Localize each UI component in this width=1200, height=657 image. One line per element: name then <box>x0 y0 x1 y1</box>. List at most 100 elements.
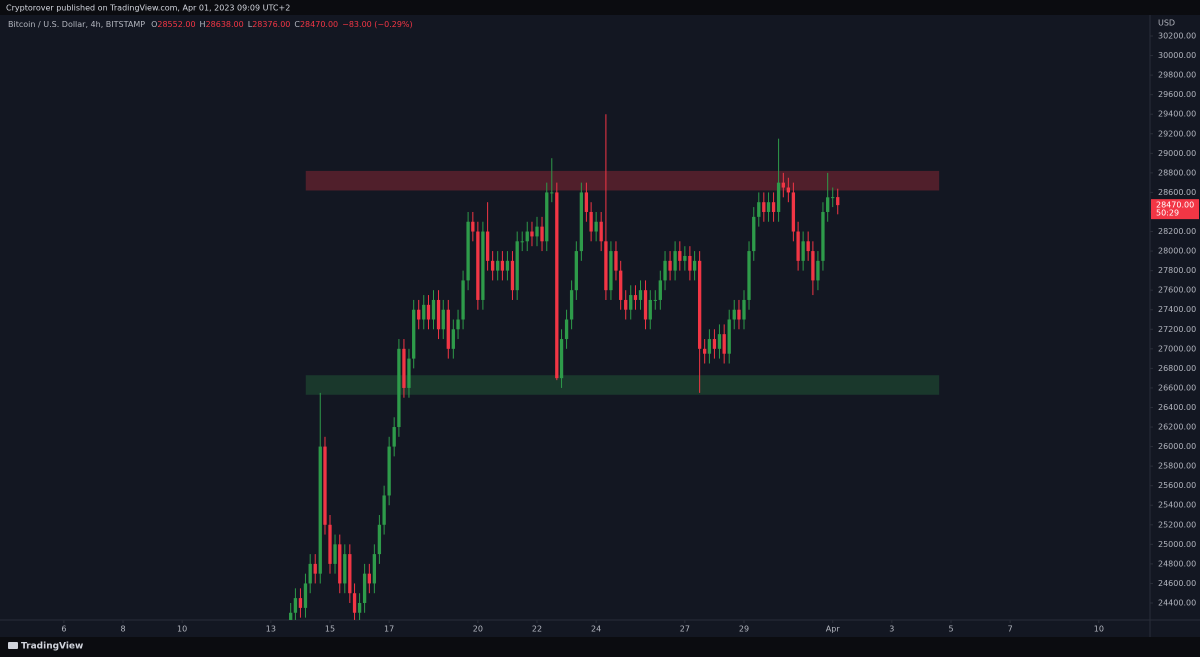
y-unit: USD <box>1158 19 1175 28</box>
y-tick-label: 28000.00 <box>1158 247 1196 256</box>
candle-body <box>836 197 840 206</box>
candle-body <box>579 192 584 252</box>
candle-body <box>426 304 431 320</box>
x-tick-label: 15 <box>325 625 335 634</box>
x-tick-label: 10 <box>177 625 187 634</box>
candle-body <box>441 309 445 330</box>
candle-body <box>629 295 633 310</box>
x-tick-label: 3 <box>889 625 894 634</box>
legend-value: 28470.00 <box>300 20 338 29</box>
y-tick-label: 26000.00 <box>1158 442 1196 451</box>
candle-body <box>525 231 529 242</box>
candle-body <box>308 563 312 584</box>
candle-body <box>737 309 741 320</box>
candle-body <box>446 309 450 349</box>
candle-body <box>668 260 672 271</box>
y-tick-label: 27600.00 <box>1158 286 1196 295</box>
candle-body <box>550 192 554 194</box>
candle-body <box>569 290 574 320</box>
x-tick-label: 24 <box>591 625 601 634</box>
legend-key: O <box>151 20 157 29</box>
candle-body <box>481 231 485 300</box>
candle-body <box>293 598 298 613</box>
x-tick-label: 10 <box>1094 625 1104 634</box>
y-tick-label: 29600.00 <box>1158 90 1196 99</box>
candle-body <box>609 251 613 291</box>
candle-body <box>683 255 687 261</box>
candle-body <box>786 187 791 193</box>
x-tick-label: 17 <box>384 625 394 634</box>
candle-body <box>727 319 731 354</box>
candle-body <box>466 221 470 281</box>
x-tick-label: 6 <box>61 625 66 634</box>
footer-brand: TradingView <box>21 642 83 652</box>
y-tick-label: 30000.00 <box>1158 51 1196 60</box>
candle-body <box>328 524 332 564</box>
candle-body <box>697 260 702 349</box>
candle-body <box>367 573 371 584</box>
time-axis <box>0 620 1150 637</box>
candle-body <box>673 251 677 271</box>
candle-body <box>688 255 692 271</box>
y-tick-label: 28200.00 <box>1158 227 1196 236</box>
y-tick-label: 27000.00 <box>1158 344 1196 353</box>
candle-body <box>564 319 569 340</box>
candle-body <box>633 295 638 300</box>
candle-body <box>574 251 578 291</box>
candle-body <box>747 251 751 300</box>
legend-title: Bitcoin / U.S. Dollar, 4h, BITSTAMP <box>8 20 145 29</box>
candle-body <box>703 348 707 354</box>
candle-body <box>781 182 785 188</box>
y-tick-label: 25000.00 <box>1158 540 1196 549</box>
candle-body <box>530 231 534 237</box>
candle-body <box>776 182 781 212</box>
candle-body <box>485 231 490 261</box>
candle-body <box>752 216 756 252</box>
candle-body <box>476 231 480 300</box>
y-tick-label: 29200.00 <box>1158 129 1196 138</box>
candle-body <box>762 202 766 212</box>
candle-body <box>707 339 712 354</box>
x-tick-label: 22 <box>532 625 542 634</box>
candle-body <box>387 446 391 496</box>
price-axis <box>1150 15 1200 637</box>
zone <box>305 170 940 191</box>
candle-body <box>742 299 746 320</box>
candle-body <box>648 299 652 320</box>
logo <box>8 642 18 649</box>
last-price-label: 28470.00 <box>1156 201 1194 210</box>
candle-body <box>599 221 603 242</box>
candle-body <box>589 211 593 232</box>
candle-body <box>584 192 589 212</box>
candle-body <box>678 251 682 261</box>
candle-body <box>298 598 303 608</box>
y-tick-label: 24800.00 <box>1158 559 1196 568</box>
candle-body <box>791 192 796 232</box>
legend-value: 28552.00 <box>157 20 195 29</box>
candle-body <box>658 280 662 300</box>
y-tick-label: 25200.00 <box>1158 520 1196 529</box>
candle-body <box>372 554 377 584</box>
plot-area <box>0 15 1150 620</box>
footer-bar <box>0 637 1200 657</box>
candle-body <box>362 573 367 603</box>
x-tick-label: Apr <box>826 625 841 634</box>
candle-body <box>451 329 455 349</box>
top-bar <box>0 0 1200 15</box>
candle-body <box>500 260 505 271</box>
candle-body <box>289 612 293 620</box>
candle-body <box>456 319 460 330</box>
candle-body <box>806 241 810 252</box>
legend-key: L <box>248 20 253 29</box>
candle-body <box>826 197 830 212</box>
candle-body <box>535 226 539 237</box>
candle-body <box>382 495 386 525</box>
candle-body <box>619 270 623 300</box>
candle-body <box>402 348 406 388</box>
y-tick-label: 26400.00 <box>1158 403 1196 412</box>
y-tick-label: 24400.00 <box>1158 598 1196 607</box>
y-tick-label: 25800.00 <box>1158 462 1196 471</box>
plot <box>289 114 940 620</box>
y-tick-label: 28600.00 <box>1158 188 1196 197</box>
